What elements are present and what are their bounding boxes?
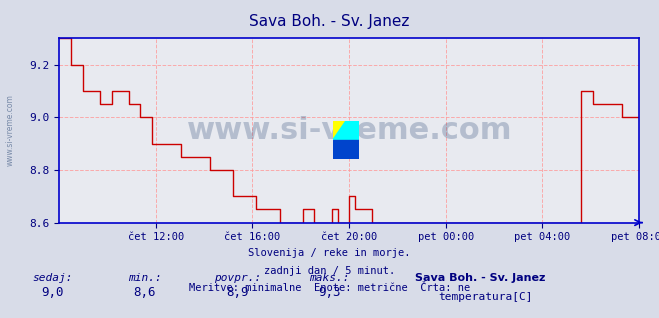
- Polygon shape: [333, 121, 359, 140]
- Text: Sava Boh. - Sv. Janez: Sava Boh. - Sv. Janez: [249, 14, 410, 29]
- Text: Slovenija / reke in morje.: Slovenija / reke in morje.: [248, 248, 411, 258]
- Text: sedaj:: sedaj:: [32, 273, 73, 283]
- Polygon shape: [333, 121, 346, 140]
- Text: maks.:: maks.:: [309, 273, 350, 283]
- Text: min.:: min.:: [128, 273, 162, 283]
- Text: www.si-vreme.com: www.si-vreme.com: [5, 94, 14, 166]
- Text: 9,0: 9,0: [42, 286, 64, 299]
- Text: 9,3: 9,3: [318, 286, 341, 299]
- Text: www.si-vreme.com: www.si-vreme.com: [186, 116, 512, 145]
- Text: povpr.:: povpr.:: [214, 273, 261, 283]
- Text: 8,6: 8,6: [134, 286, 156, 299]
- Text: Meritve: minimalne  Enote: metrične  Črta: ne: Meritve: minimalne Enote: metrične Črta:…: [189, 283, 470, 293]
- Polygon shape: [333, 140, 359, 159]
- Text: zadnji dan / 5 minut.: zadnji dan / 5 minut.: [264, 266, 395, 275]
- Text: 8,9: 8,9: [226, 286, 248, 299]
- Text: temperatura[C]: temperatura[C]: [438, 292, 532, 302]
- Text: Sava Boh. - Sv. Janez: Sava Boh. - Sv. Janez: [415, 273, 546, 283]
